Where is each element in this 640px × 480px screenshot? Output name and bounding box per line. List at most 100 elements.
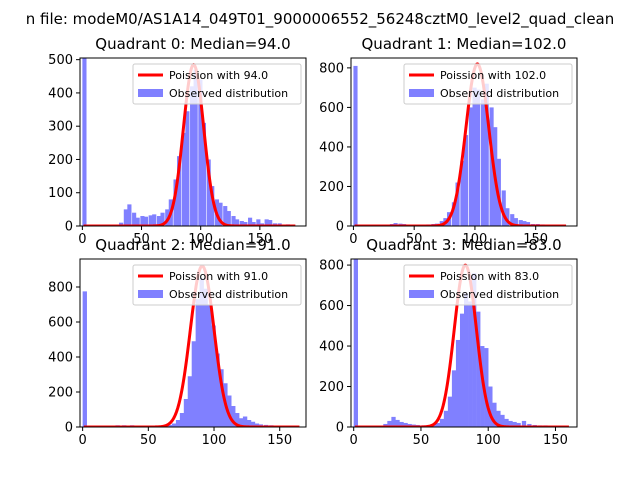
histogram-bar [256, 219, 261, 226]
histogram-bar [175, 420, 181, 427]
histogram-bar [496, 410, 501, 427]
y-tick-label: 100 [48, 186, 73, 201]
histogram-bar [152, 214, 157, 226]
histogram-bar [235, 413, 240, 427]
histogram-bar [489, 107, 494, 226]
histogram-bar [399, 421, 404, 427]
histogram-bar [135, 217, 140, 226]
histogram-bar [248, 217, 253, 226]
histogram-bar [510, 214, 515, 226]
histogram-bar [443, 410, 449, 427]
subplot-quadrant-1: 0 50 100 150 0 200 400 600 800 Quadrant 1: Median… [319, 35, 578, 247]
legend-observed-swatch [138, 290, 163, 298]
histogram-bar [439, 418, 445, 427]
histogram-bar [177, 156, 182, 226]
legend-observed-swatch [409, 290, 434, 298]
histogram-bar [459, 313, 465, 427]
histogram-bar [199, 278, 204, 427]
histogram-bar [235, 219, 240, 226]
histogram-bar [353, 65, 358, 226]
histogram-bar [383, 423, 388, 427]
histogram-bar [219, 369, 224, 427]
y-tick-label: 200 [319, 180, 344, 195]
x-tick-label: 100 [188, 232, 213, 247]
histogram-bar [484, 348, 489, 427]
legend-observed-swatch [138, 89, 163, 97]
subplot-title: Quadrant 3: Median=83.0 [366, 236, 561, 254]
histogram-bar [451, 370, 457, 427]
histogram-bar [492, 402, 497, 427]
histogram-bar [522, 221, 527, 226]
histogram-bars [353, 259, 554, 427]
axes-frame [79, 57, 307, 227]
histogram-bar [525, 222, 531, 226]
histogram-bar [140, 216, 145, 226]
y-tick-label: 200 [319, 380, 344, 395]
histogram-bar [239, 221, 244, 226]
histogram-bar [82, 291, 87, 427]
y-tick-label: 600 [319, 299, 344, 314]
histogram-bar [183, 399, 189, 427]
histogram-bar [127, 204, 132, 226]
histogram-bar [231, 216, 236, 226]
subplot-quadrant-3: 0 50 100 150 0 200 400 600 800 Quadrant 3: Median… [319, 236, 578, 448]
x-tick-label: 0 [78, 433, 86, 448]
histogram-bar [501, 190, 506, 226]
histogram-bar [160, 212, 165, 226]
axes-frame [350, 258, 578, 428]
histogram-bar [513, 218, 518, 226]
histogram-bar [201, 122, 207, 226]
histogram-bar [455, 182, 460, 226]
histogram-bar [484, 83, 489, 226]
histogram-bar [198, 79, 203, 226]
legend: Poission with 94.0 Observed distribution [132, 63, 302, 105]
histogram-bar [508, 420, 513, 427]
legend-poisson-label: Poission with 102.0 [440, 69, 546, 82]
histogram-bar [268, 220, 273, 226]
y-tick-label: 400 [319, 140, 344, 155]
histogram-bar [476, 89, 481, 226]
histogram-bar [206, 159, 211, 226]
poisson-curve [353, 62, 567, 226]
x-tick-label: 100 [476, 433, 501, 448]
histogram-bar [395, 419, 400, 427]
histogram-bar [168, 424, 173, 427]
y-tick-label: 600 [319, 101, 344, 116]
histogram-bar [504, 418, 509, 427]
x-tick-label: 0 [349, 232, 357, 247]
y-tick-label: 400 [319, 340, 344, 355]
x-tick-label: 150 [543, 433, 568, 448]
histogram-bar [231, 406, 236, 427]
histogram-bar [435, 422, 441, 427]
histogram-bar [156, 216, 162, 226]
x-tick-label: 0 [78, 232, 86, 247]
histogram-bar [472, 273, 477, 427]
x-tick-label: 150 [523, 232, 548, 247]
histogram-bar [251, 222, 256, 226]
axes-frame [79, 258, 307, 428]
legend-poisson-label: Poission with 94.0 [169, 69, 268, 82]
y-tick-label: 200 [48, 153, 73, 168]
histogram-bar [516, 422, 521, 427]
subplot-quadrant-2: 0 50 100 150 0 200 400 600 800 Quadrant 2: Median… [48, 236, 307, 448]
histogram-bar [464, 135, 469, 226]
histogram-bar [505, 208, 510, 226]
histogram-bar [488, 386, 493, 427]
histogram-bar [148, 215, 153, 226]
histogram-bar [387, 420, 392, 427]
legend-box [132, 264, 302, 306]
histogram-bar [181, 132, 186, 226]
y-tick-label: 0 [65, 421, 73, 436]
y-tick-label: 800 [48, 281, 73, 296]
histogram-bar [223, 206, 228, 226]
histogram-bar [143, 216, 149, 226]
histogram-bar [123, 209, 128, 226]
histogram-bar [468, 107, 473, 226]
y-tick-label: 0 [336, 220, 344, 235]
histogram-bar [512, 421, 517, 427]
poisson-curve [83, 264, 301, 427]
histogram-bar [447, 396, 453, 427]
histogram-bar [173, 179, 178, 226]
histogram-bar [518, 220, 523, 226]
